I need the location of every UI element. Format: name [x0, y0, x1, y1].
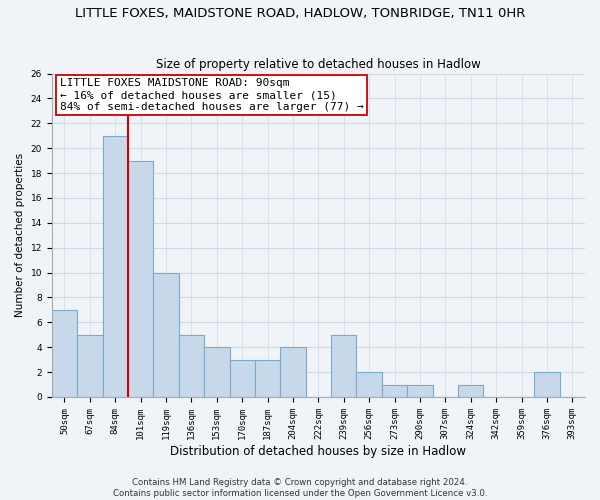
Bar — [255, 360, 280, 397]
Bar — [534, 372, 560, 397]
Text: Contains HM Land Registry data © Crown copyright and database right 2024.
Contai: Contains HM Land Registry data © Crown c… — [113, 478, 487, 498]
Bar — [179, 335, 204, 397]
Title: Size of property relative to detached houses in Hadlow: Size of property relative to detached ho… — [156, 58, 481, 71]
Bar — [52, 310, 77, 397]
Bar — [382, 384, 407, 397]
Bar — [128, 160, 154, 397]
Bar — [356, 372, 382, 397]
Bar — [458, 384, 484, 397]
Bar — [280, 347, 305, 397]
X-axis label: Distribution of detached houses by size in Hadlow: Distribution of detached houses by size … — [170, 444, 466, 458]
Bar — [331, 335, 356, 397]
Bar — [154, 272, 179, 397]
Text: LITTLE FOXES MAIDSTONE ROAD: 90sqm
← 16% of detached houses are smaller (15)
84%: LITTLE FOXES MAIDSTONE ROAD: 90sqm ← 16%… — [60, 78, 364, 112]
Bar — [103, 136, 128, 397]
Y-axis label: Number of detached properties: Number of detached properties — [15, 153, 25, 318]
Bar — [230, 360, 255, 397]
Text: LITTLE FOXES, MAIDSTONE ROAD, HADLOW, TONBRIDGE, TN11 0HR: LITTLE FOXES, MAIDSTONE ROAD, HADLOW, TO… — [75, 8, 525, 20]
Bar — [407, 384, 433, 397]
Bar — [204, 347, 230, 397]
Bar — [77, 335, 103, 397]
